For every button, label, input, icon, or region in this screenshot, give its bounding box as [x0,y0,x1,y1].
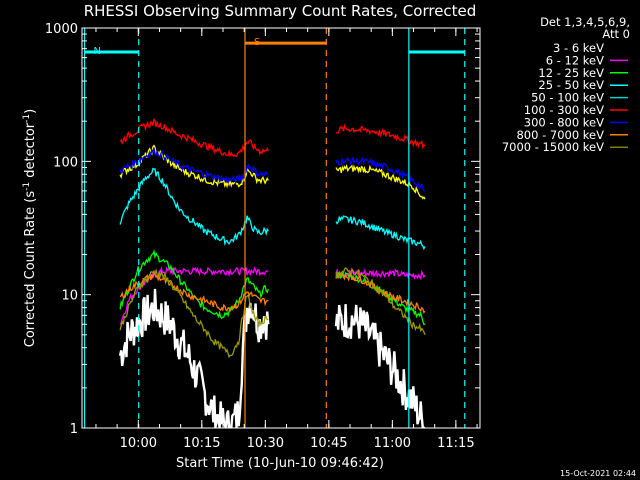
y-tick-label: 100 [53,155,78,170]
timestamp: 15-Oct-2021 02:44 [560,469,636,478]
legend-entry-3: 25 - 50 keV [538,78,604,92]
series-line-0 [334,304,425,428]
x-axis-label: Start Time (10-Jun-10 09:46:42) [176,456,384,471]
series-line-1 [119,266,269,325]
legend-entry-0: 3 - 6 keV [553,41,604,55]
marker-label: S [254,37,260,48]
series-line-8 [119,267,269,359]
legend-entry-6: 300 - 800 keV [524,115,604,129]
series-line-5 [119,117,269,158]
legend-header-2: Att 0 [602,27,630,41]
legend-entry-8: 7000 - 15000 keV [502,140,604,154]
series-line-3 [335,215,426,251]
legend-entry-2: 12 - 25 keV [538,66,604,80]
y-tick-label: 10 [61,289,78,304]
series-line-0 [118,288,270,428]
y-tick-label: 1 [70,422,78,437]
x-tick-label: 10:45 [310,436,347,451]
series-line-4 [119,144,269,189]
legend-entry-4: 50 - 100 keV [531,91,604,105]
series-line-8 [335,267,426,336]
series-line-6 [119,147,269,185]
series-line-3 [119,167,269,246]
legend-entry-1: 6 - 12 keV [546,53,604,67]
plot-frame [81,27,481,429]
marker-label: N [94,46,101,57]
y-axis-label: Corrected Count Rate (s-1 detector-1) [22,109,38,347]
x-tick-label: 11:00 [374,436,411,451]
series-line-5 [335,123,426,150]
legend-header-1: Det 1,3,4,5,6,9, [540,15,630,29]
y-tick-label: 1000 [45,22,78,37]
x-tick-label: 10:15 [183,436,220,451]
x-tick-label: 11:15 [437,436,474,451]
series-line-6 [335,156,426,192]
x-tick-label: 10:00 [120,436,157,451]
legend-entry-5: 100 - 300 keV [524,103,604,117]
legend-entry-7: 800 - 7000 keV [516,128,604,142]
series-line-4 [335,163,426,200]
x-tick-label: 10:30 [247,436,284,451]
chart-title: RHESSI Observing Summary Count Rates, Co… [84,2,477,20]
